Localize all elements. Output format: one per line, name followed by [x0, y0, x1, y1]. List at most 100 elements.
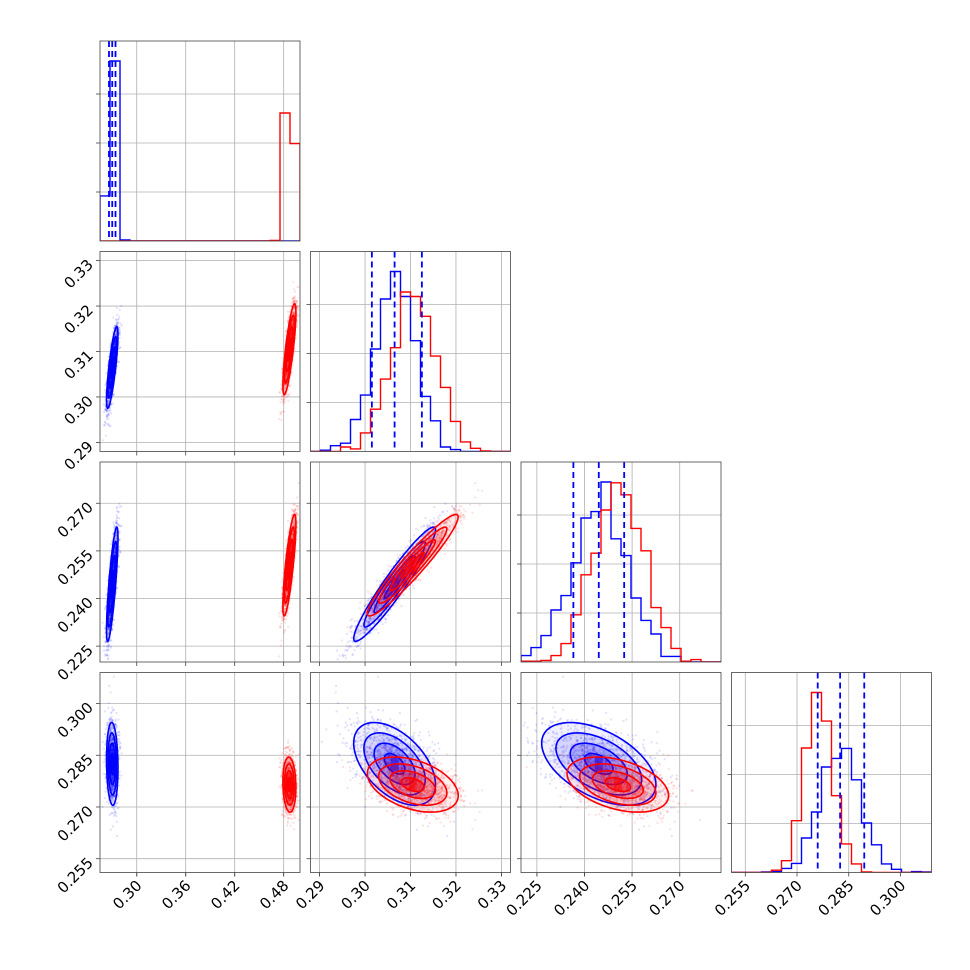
- scatter-point: [112, 523, 116, 526]
- scatter-point: [114, 318, 118, 321]
- scatter-point: [117, 322, 120, 325]
- scatter-point: [103, 627, 106, 630]
- scatter-point: [108, 613, 111, 616]
- scatter-point: [284, 330, 287, 333]
- scatter-point: [280, 586, 284, 589]
- scatter-point: [105, 645, 108, 648]
- scatter-point: [106, 631, 110, 635]
- scatter-point: [116, 516, 119, 519]
- scatter-point: [112, 327, 115, 330]
- scatter-point: [295, 505, 298, 508]
- scatter-point: [284, 373, 287, 377]
- scatter-point: [114, 550, 117, 553]
- scatter-point: [119, 551, 122, 554]
- scatter-point: [112, 623, 115, 626]
- scatter-point: [286, 578, 289, 581]
- scatter-point: [113, 551, 116, 554]
- scatter-point: [287, 318, 290, 321]
- scatter-point: [105, 422, 108, 425]
- scatter-point: [292, 510, 295, 513]
- scatter-point: [105, 654, 108, 657]
- scatter-point: [112, 618, 115, 621]
- scatter-point: [116, 586, 119, 590]
- plot-area: [100, 41, 300, 241]
- scatter-point: [107, 417, 110, 420]
- scatter-point: [116, 322, 119, 325]
- scatter-point: [296, 313, 299, 316]
- scatter-point: [291, 297, 294, 300]
- scatter-point: [103, 424, 106, 427]
- contour-red: [283, 314, 296, 385]
- scatter-point: [107, 400, 110, 403]
- scatter-point: [110, 639, 113, 643]
- scatter-point: [105, 410, 108, 413]
- scatter-point: [120, 324, 123, 327]
- scatter-point: [283, 398, 286, 401]
- scatter-point: [283, 400, 286, 403]
- scatter-point: [281, 395, 284, 398]
- scatter-point: [290, 514, 294, 517]
- plot-area: [310, 251, 511, 452]
- scatter-point: [111, 402, 114, 405]
- density-peak-blue: [108, 360, 117, 375]
- scatter-point: [112, 533, 115, 536]
- panel-border: [99, 40, 301, 242]
- scatter-point: [104, 434, 107, 437]
- scatter-point: [105, 415, 108, 418]
- scatter-point: [282, 400, 285, 403]
- scatter-point: [291, 323, 294, 327]
- scatter-point: [115, 332, 118, 335]
- scatter-point: [107, 409, 110, 412]
- scatter-point: [290, 508, 293, 511]
- scatter-point: [292, 297, 295, 301]
- contour-blue: [108, 554, 116, 614]
- scatter-point: [109, 613, 112, 616]
- scatter-point: [105, 410, 108, 413]
- scatter-point: [118, 315, 121, 318]
- scatter-point: [103, 395, 106, 398]
- scatter-point: [107, 644, 110, 647]
- scatter-point: [108, 643, 111, 646]
- scatter-point: [108, 617, 111, 621]
- scatter-point: [105, 410, 108, 413]
- plot-area: [101, 482, 300, 661]
- scatter-point: [118, 538, 122, 541]
- scatter-point: [291, 311, 294, 314]
- scatter-point: [107, 628, 110, 631]
- scatter-point: [107, 634, 110, 637]
- scatter-point: [290, 323, 293, 327]
- scatter-point: [292, 281, 295, 284]
- scatter-point: [281, 410, 284, 413]
- density-peak-blue: [108, 577, 117, 592]
- scatter-point: [292, 523, 295, 526]
- scatter-point: [108, 390, 111, 393]
- scatter-point: [114, 551, 117, 554]
- scatter-point: [294, 299, 297, 303]
- scatter-point: [279, 625, 282, 628]
- scatter-point: [280, 607, 283, 610]
- scatter-point: [278, 390, 281, 394]
- scatter-point: [115, 330, 118, 333]
- contour-blue: [105, 526, 119, 643]
- scatter-point: [292, 510, 295, 513]
- scatter-point: [292, 524, 295, 527]
- scatter-point: [106, 415, 109, 418]
- scatter-point: [107, 423, 110, 426]
- scatter-point: [285, 375, 288, 378]
- scatter-point: [107, 647, 110, 650]
- scatter-point: [102, 410, 106, 413]
- contour-blue: [105, 325, 119, 410]
- scatter-point: [112, 316, 115, 319]
- scatter-point: [291, 320, 294, 324]
- scatter-point: [293, 309, 296, 312]
- density-peak-red: [285, 342, 294, 357]
- scatter-point: [292, 300, 295, 303]
- scatter-point: [107, 629, 110, 632]
- scatter-point: [115, 517, 118, 520]
- scatter-point: [286, 393, 290, 397]
- scatter-point: [285, 372, 288, 375]
- scatter-point: [302, 283, 304, 285]
- scatter-point: [278, 391, 281, 394]
- scatter-point: [102, 635, 105, 638]
- scatter-point: [105, 409, 108, 412]
